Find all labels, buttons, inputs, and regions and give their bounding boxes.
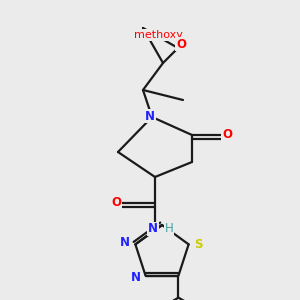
Text: N: N [148,223,158,236]
Text: S: S [194,238,203,251]
Text: N: N [145,110,155,122]
Text: methoxy: methoxy [134,30,182,40]
Text: O: O [176,38,186,50]
Text: O: O [222,128,232,140]
Text: H: H [165,223,173,236]
Text: O: O [111,196,121,209]
Text: N: N [130,271,140,284]
Text: N: N [120,236,130,249]
